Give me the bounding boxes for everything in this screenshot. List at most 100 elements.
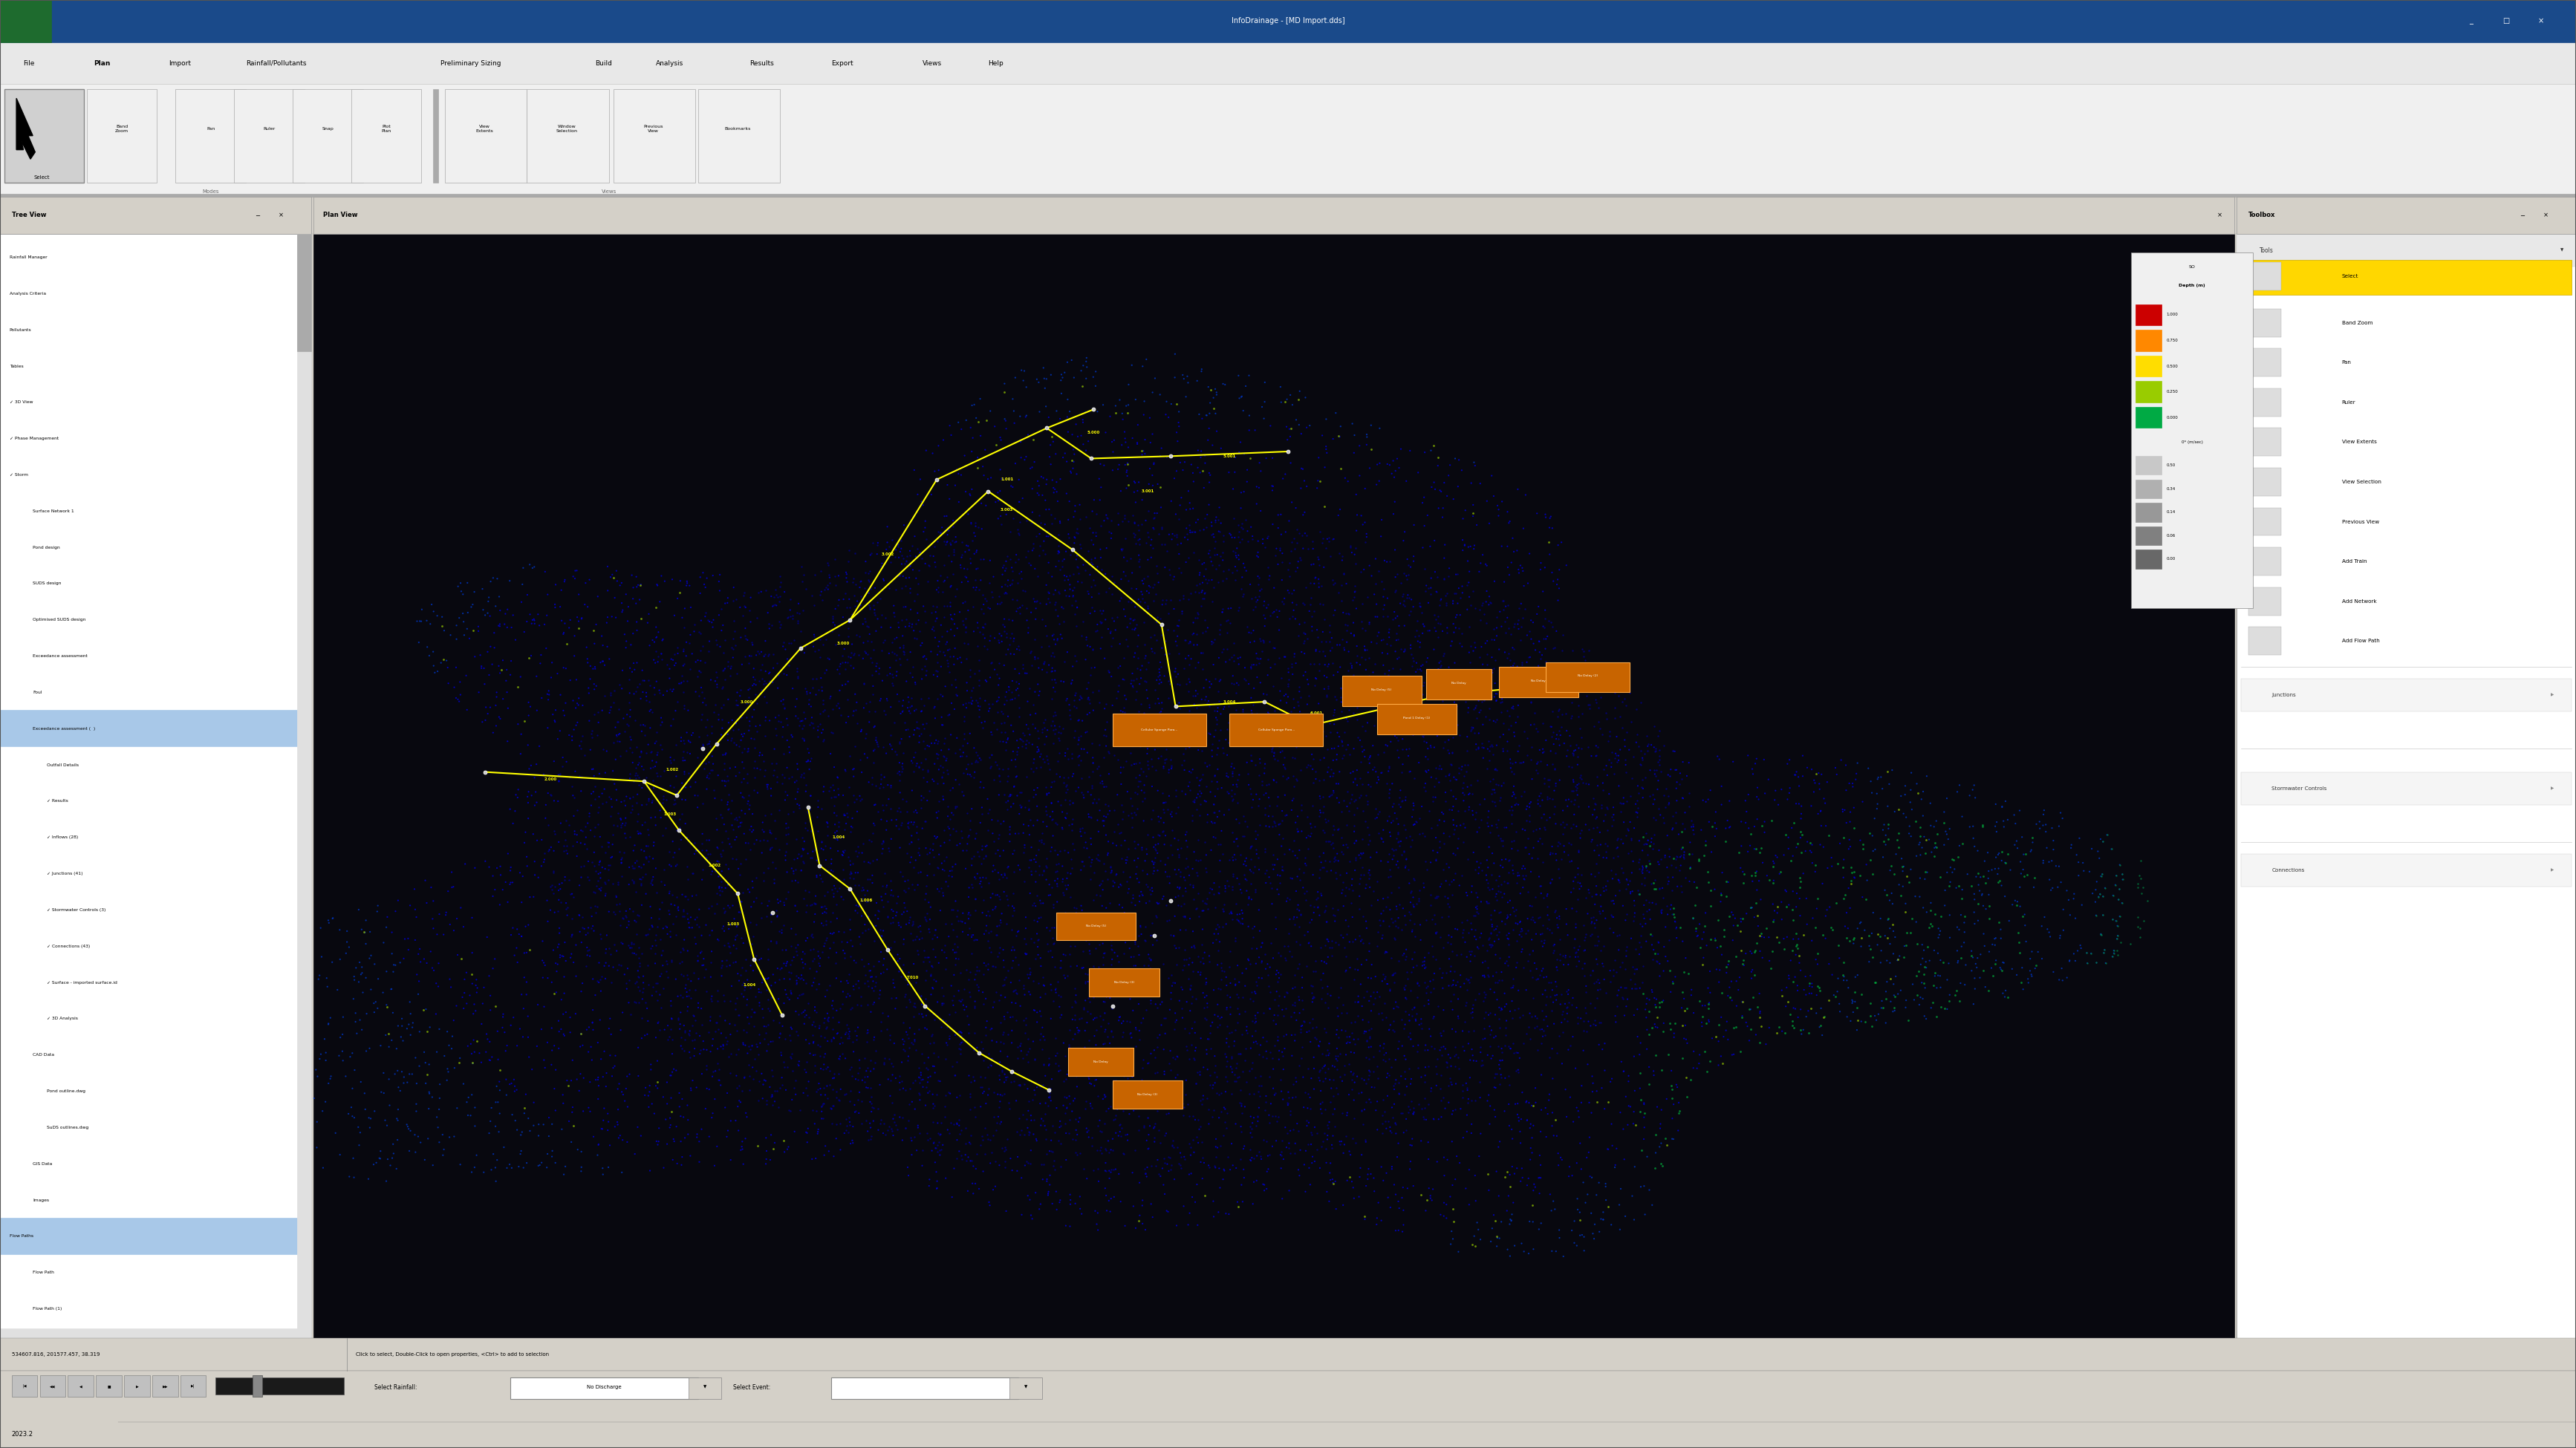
Point bbox=[1084, 805, 1126, 828]
Point bbox=[1007, 1116, 1048, 1140]
Point bbox=[721, 782, 762, 805]
Point bbox=[1865, 924, 1906, 947]
Point bbox=[1463, 689, 1504, 712]
Point bbox=[1419, 1035, 1461, 1058]
Point bbox=[672, 1030, 714, 1053]
Point bbox=[1249, 630, 1291, 653]
Point bbox=[719, 857, 760, 880]
Point bbox=[1365, 662, 1406, 685]
Point bbox=[1118, 934, 1159, 957]
Point bbox=[1788, 972, 1829, 995]
Point bbox=[1473, 851, 1515, 875]
Point bbox=[1028, 782, 1069, 805]
Point bbox=[1669, 752, 1710, 775]
Point bbox=[1396, 696, 1437, 720]
Point bbox=[1494, 905, 1535, 928]
Point bbox=[1556, 1151, 1597, 1174]
Point bbox=[1149, 749, 1190, 772]
Point bbox=[703, 614, 744, 637]
Point bbox=[1736, 808, 1777, 831]
Point bbox=[690, 759, 732, 782]
Point bbox=[930, 673, 971, 696]
Point bbox=[1850, 992, 1891, 1015]
Point bbox=[1582, 899, 1623, 922]
Point bbox=[1383, 640, 1425, 663]
Point bbox=[912, 1131, 953, 1154]
Point bbox=[783, 727, 824, 750]
Point bbox=[1066, 1119, 1108, 1142]
Point bbox=[752, 1093, 793, 1116]
Point bbox=[835, 791, 876, 814]
Point bbox=[835, 734, 876, 757]
Point bbox=[1311, 1137, 1352, 1160]
Point bbox=[1741, 1015, 1783, 1038]
Point bbox=[1025, 513, 1066, 536]
Point bbox=[1383, 594, 1425, 617]
Point bbox=[1144, 750, 1185, 773]
Point bbox=[1182, 1056, 1224, 1079]
Point bbox=[1440, 586, 1481, 610]
Point bbox=[1231, 707, 1273, 730]
Point bbox=[1007, 617, 1048, 640]
Point bbox=[1115, 867, 1157, 891]
Point bbox=[1386, 847, 1427, 870]
Point bbox=[1100, 479, 1141, 502]
Point bbox=[1123, 390, 1164, 413]
Point bbox=[819, 679, 860, 702]
Point bbox=[1427, 892, 1468, 915]
Point bbox=[1301, 1090, 1342, 1114]
Point bbox=[762, 1050, 804, 1073]
Point bbox=[374, 1063, 415, 1086]
Point bbox=[1963, 814, 2004, 837]
Point bbox=[1553, 876, 1595, 899]
Point bbox=[914, 1054, 956, 1077]
Point bbox=[1391, 919, 1432, 943]
Point bbox=[386, 1016, 428, 1040]
Point bbox=[1280, 1018, 1321, 1041]
Point bbox=[1133, 837, 1175, 860]
Point bbox=[1028, 1085, 1069, 1108]
Point bbox=[1188, 992, 1229, 1015]
Point bbox=[644, 915, 685, 938]
Point bbox=[1188, 471, 1229, 494]
Point bbox=[621, 754, 662, 778]
Point bbox=[1510, 1002, 1551, 1025]
Point bbox=[909, 918, 951, 941]
Point bbox=[1012, 1087, 1054, 1111]
Point bbox=[1721, 1040, 1762, 1063]
Point bbox=[1115, 679, 1157, 702]
Point bbox=[1682, 1005, 1723, 1028]
Point bbox=[935, 795, 976, 818]
Point bbox=[1919, 976, 1960, 999]
Point bbox=[981, 1022, 1023, 1045]
Point bbox=[621, 741, 662, 765]
Point bbox=[1012, 712, 1054, 736]
Point bbox=[1273, 905, 1314, 928]
Point bbox=[672, 1003, 714, 1027]
Point bbox=[636, 573, 677, 597]
Point bbox=[1332, 873, 1373, 896]
Point bbox=[386, 1072, 428, 1095]
Point bbox=[1618, 801, 1659, 824]
Point bbox=[1412, 1177, 1453, 1200]
Point bbox=[567, 954, 608, 977]
Point bbox=[1298, 769, 1340, 792]
Point bbox=[811, 1095, 853, 1118]
Point bbox=[842, 672, 884, 695]
Point bbox=[582, 634, 623, 657]
Point bbox=[726, 738, 768, 762]
Point bbox=[1188, 417, 1229, 440]
Point bbox=[647, 966, 688, 989]
Point bbox=[1986, 979, 2027, 1002]
Point bbox=[1033, 896, 1074, 919]
Point bbox=[793, 947, 835, 970]
Point bbox=[1427, 1206, 1468, 1229]
Point bbox=[1121, 443, 1162, 466]
Point bbox=[773, 604, 814, 627]
Point bbox=[1306, 1044, 1347, 1067]
Point bbox=[850, 851, 891, 875]
Point bbox=[806, 1008, 848, 1031]
Point bbox=[886, 1022, 927, 1045]
Point bbox=[1798, 979, 1839, 1002]
Point bbox=[1267, 922, 1309, 946]
